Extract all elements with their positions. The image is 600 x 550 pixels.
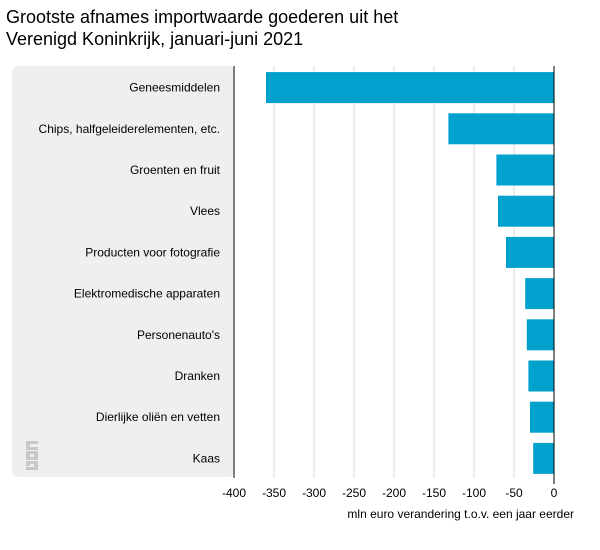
bar xyxy=(506,236,554,268)
x-tick-labels: -400 -350 -300 -250 -200 -150 -100 -50 0 xyxy=(222,486,558,500)
x-tick-label: -150 xyxy=(422,486,446,500)
category-labels: Geneesmiddelen Chips, halfgeleiderelement… xyxy=(39,81,221,466)
category-label-panel xyxy=(12,66,234,477)
category-label: Personenauto's xyxy=(137,328,220,342)
logo-part xyxy=(26,461,30,464)
category-label: Kaas xyxy=(193,451,220,465)
logo-part xyxy=(34,464,38,467)
logo-part xyxy=(26,451,30,460)
logo-part xyxy=(30,441,38,444)
logo-part xyxy=(26,467,38,470)
x-axis-label: mln euro verandering t.o.v. een jaar eer… xyxy=(347,507,574,521)
logo-part xyxy=(26,441,30,450)
bar xyxy=(498,195,554,227)
chart-title: Grootste afnames importwaarde goederen u… xyxy=(6,6,566,50)
logo-part xyxy=(30,447,38,450)
x-tick-label: -350 xyxy=(262,486,286,500)
category-label: Vlees xyxy=(190,204,220,218)
bar xyxy=(528,360,554,392)
cbs-logo-icon xyxy=(26,441,38,470)
category-label: Elektromedische apparaten xyxy=(74,287,220,301)
logo-part xyxy=(30,451,38,454)
category-label: Dierlijke oliën en vetten xyxy=(96,410,220,424)
chart-title-line-1: Grootste afnames importwaarde goederen u… xyxy=(6,7,399,27)
category-label: Groenten en fruit xyxy=(130,163,221,177)
x-tick-label: -200 xyxy=(382,486,406,500)
bar xyxy=(526,319,554,351)
x-tick-label: -300 xyxy=(302,486,326,500)
bar xyxy=(496,154,554,186)
x-tick-label: 0 xyxy=(551,486,558,500)
bar xyxy=(448,113,554,145)
x-tick-label: -400 xyxy=(222,486,246,500)
chart-title-line-2: Verenigd Koninkrijk, januari-juni 2021 xyxy=(6,29,304,49)
category-label: Producten voor fotografie xyxy=(85,245,220,259)
logo-part xyxy=(26,464,30,466)
x-tick-label: -100 xyxy=(462,486,486,500)
bar xyxy=(533,442,554,474)
x-tick-label: -50 xyxy=(505,486,523,500)
category-label: Chips, halfgeleiderelementen, etc. xyxy=(39,122,220,136)
category-label: Dranken xyxy=(175,369,220,383)
bars xyxy=(266,72,554,474)
bar xyxy=(530,401,554,433)
category-label: Geneesmiddelen xyxy=(129,81,220,95)
x-tick-label: -250 xyxy=(342,486,366,500)
logo-part xyxy=(30,457,38,460)
logo-part xyxy=(30,461,38,464)
bar xyxy=(525,278,554,310)
bar xyxy=(266,72,554,104)
